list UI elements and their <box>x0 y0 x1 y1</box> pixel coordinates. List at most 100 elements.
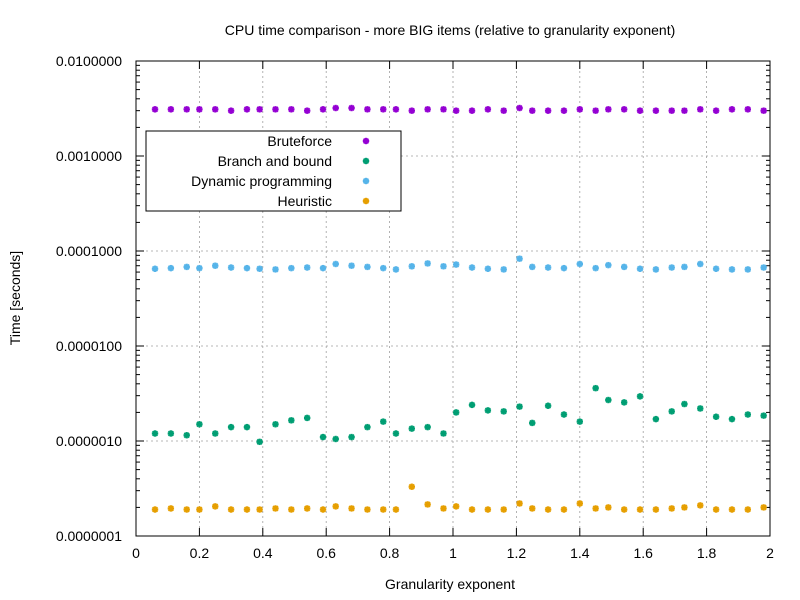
legend: Bruteforce Branch and bound Dynamic progra… <box>145 130 402 212</box>
data-point <box>668 264 675 271</box>
data-point <box>288 106 295 113</box>
data-point <box>620 106 628 113</box>
data-point <box>348 433 355 441</box>
data-point <box>212 262 219 269</box>
data-point <box>605 106 612 113</box>
data-point <box>681 400 688 408</box>
y-tick-label: 0.0001000 <box>56 243 122 259</box>
data-point <box>256 506 263 513</box>
data-point <box>544 107 552 114</box>
data-point <box>272 505 279 512</box>
data-point <box>484 407 492 414</box>
legend-label: Heuristic <box>278 193 332 209</box>
data-point <box>243 506 251 513</box>
x-tick-label: 2 <box>766 545 774 561</box>
data-point <box>319 106 327 113</box>
data-point <box>484 106 492 113</box>
data-point <box>303 505 311 512</box>
data-point <box>440 106 447 113</box>
data-point <box>697 502 704 509</box>
data-point <box>392 506 400 513</box>
data-point <box>697 405 704 412</box>
data-point <box>636 506 644 513</box>
data-point <box>348 262 355 269</box>
data-point <box>319 433 327 441</box>
legend-marker <box>362 157 370 165</box>
grid-lines <box>136 61 770 536</box>
data-point <box>303 414 311 422</box>
data-point <box>167 106 175 113</box>
x-tick-label: 0.4 <box>253 545 273 561</box>
data-point <box>500 266 507 273</box>
data-point <box>408 425 415 432</box>
data-point <box>332 104 339 112</box>
data-point <box>364 423 371 431</box>
data-point <box>151 106 159 113</box>
data-point <box>728 415 736 423</box>
data-point <box>243 423 251 431</box>
x-axis-label: Granularity exponent <box>385 576 515 592</box>
data-point <box>183 263 190 271</box>
data-point <box>744 506 752 513</box>
data-point <box>712 265 720 272</box>
data-point <box>681 504 688 511</box>
legend-marker <box>362 197 370 205</box>
data-point <box>760 107 767 114</box>
data-point <box>529 107 536 114</box>
data-point <box>196 106 203 113</box>
data-point <box>348 505 355 512</box>
data-point <box>544 506 552 513</box>
data-point <box>272 106 279 113</box>
data-point <box>243 106 251 113</box>
data-point <box>760 504 767 511</box>
x-tick-label: 1.2 <box>507 545 527 561</box>
legend-label: Branch and bound <box>218 153 332 169</box>
data-point <box>332 435 339 443</box>
data-point <box>364 506 371 513</box>
data-point <box>364 106 371 113</box>
data-point <box>440 263 447 270</box>
data-point <box>183 106 190 113</box>
data-point <box>332 503 339 510</box>
y-tick-label: 0.0000001 <box>56 528 122 544</box>
data-point <box>592 505 599 512</box>
legend-label: Dynamic programming <box>191 173 332 189</box>
data-point <box>303 264 311 271</box>
data-point <box>744 106 752 113</box>
data-point <box>560 107 568 114</box>
y-tick-label: 0.0100000 <box>56 53 122 69</box>
data-point <box>227 264 235 271</box>
x-tick-label: 0.8 <box>380 545 400 561</box>
data-point <box>728 106 736 113</box>
data-point <box>712 413 720 420</box>
data-point <box>636 393 644 400</box>
data-point <box>227 107 235 114</box>
data-point <box>712 107 720 114</box>
data-point <box>440 505 447 512</box>
data-point <box>652 506 660 513</box>
data-point <box>605 396 612 404</box>
data-point <box>516 104 523 112</box>
data-point <box>697 260 704 268</box>
data-point <box>408 263 415 270</box>
data-point <box>424 423 431 431</box>
series-dynamic-programming <box>151 255 767 273</box>
data-point <box>303 107 311 114</box>
data-point <box>319 264 327 272</box>
data-point <box>408 483 415 490</box>
data-point <box>760 264 767 271</box>
data-point <box>576 500 583 507</box>
data-point <box>319 506 327 513</box>
data-point <box>744 266 752 273</box>
data-point <box>636 265 644 272</box>
data-point <box>560 264 568 272</box>
data-point <box>440 430 447 437</box>
data-point <box>652 266 660 273</box>
x-axis-ticks: 0 0.2 0.4 0.6 0.8 1 1.2 1.4 1.6 1.8 2 <box>132 61 774 561</box>
series-bruteforce <box>151 104 767 114</box>
data-point <box>544 264 552 271</box>
data-point <box>728 506 736 513</box>
data-points <box>151 104 767 513</box>
data-point <box>424 260 431 267</box>
data-point <box>468 107 476 114</box>
